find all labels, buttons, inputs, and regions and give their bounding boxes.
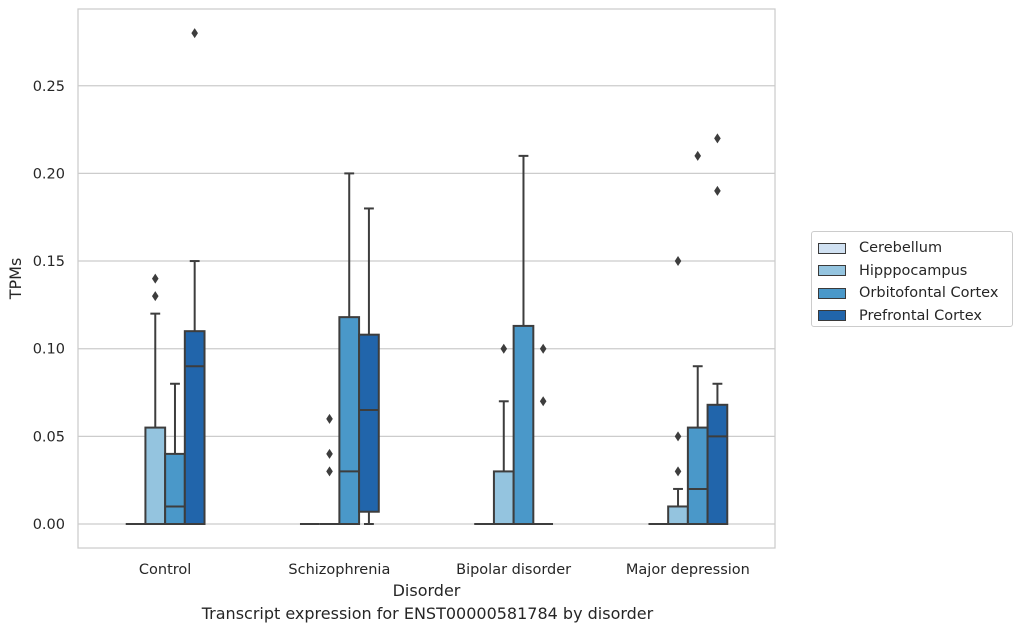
- outlier-point: [539, 396, 547, 407]
- outlier-point: [714, 185, 721, 196]
- x-tick-labels: Control Schizophrenia Bipolar disorder Majo…: [139, 562, 750, 578]
- x-axis-label: Disorder: [393, 581, 461, 600]
- box-orbitofontal-cortex: [338, 172, 361, 525]
- outlier-point: [191, 28, 198, 39]
- legend-item: Cerebellum: [818, 237, 1012, 260]
- legend-label: Prefrontal Cortex: [859, 307, 982, 324]
- box-body: [164, 452, 186, 526]
- outlier-point: [714, 133, 721, 144]
- outlier-point: [674, 256, 682, 267]
- outlier-point: [500, 343, 508, 354]
- outlier-point: [326, 413, 333, 424]
- box-orbitofontal-cortex: [686, 150, 709, 525]
- box-prefrontal-cortex: [533, 343, 554, 525]
- box-plot-series: [125, 28, 729, 526]
- x-tick-label: Control: [139, 562, 191, 578]
- outlier-point: [674, 431, 682, 442]
- y-tick-label: 0.05: [33, 429, 65, 445]
- box-prefrontal-cortex: [358, 207, 380, 525]
- box-prefrontal-cortex: [183, 28, 206, 526]
- y-axis-label: TPMs: [6, 258, 25, 301]
- legend-swatch: [818, 287, 846, 299]
- outlier-point: [326, 448, 333, 459]
- legend-label: Cerebellum: [859, 240, 943, 257]
- box-body: [512, 324, 535, 526]
- box-body: [492, 470, 515, 526]
- y-tick-label: 0.15: [33, 254, 65, 270]
- box-hipppocampus: [667, 256, 689, 526]
- box-orbitofontal-cortex: [512, 154, 535, 526]
- legend-swatch: [818, 265, 846, 277]
- outlier-point: [151, 273, 159, 284]
- legend-label: Orbitofontal Cortex: [859, 285, 999, 302]
- legend-item: Prefrontal Cortex: [818, 305, 1012, 328]
- y-tick-labels: 0.00 0.05 0.10 0.15 0.20 0.25: [33, 79, 65, 533]
- y-tick-label: 0.00: [33, 517, 65, 533]
- box-body: [358, 333, 380, 513]
- box-body: [183, 330, 206, 526]
- box-body: [706, 403, 729, 525]
- legend-swatch: [818, 242, 846, 254]
- box-body: [686, 426, 709, 525]
- y-tick-label: 0.10: [33, 342, 65, 358]
- box-body: [144, 426, 167, 525]
- box-body: [338, 316, 361, 525]
- y-tick-label: 0.25: [33, 79, 65, 95]
- y-tick-label: 0.20: [33, 166, 65, 182]
- outlier-point: [326, 466, 333, 477]
- legend-item: Orbitofontal Cortex: [818, 282, 1012, 305]
- legend-item: Hipppocampus: [818, 260, 1012, 283]
- x-tick-label: Major depression: [626, 562, 750, 578]
- chart-caption: Transcript expression for ENST0000058178…: [201, 604, 654, 623]
- legend-label: Hipppocampus: [859, 262, 968, 279]
- box-body: [667, 505, 689, 526]
- x-tick-label: Schizophrenia: [288, 562, 390, 578]
- x-tick-label: Bipolar disorder: [456, 562, 571, 578]
- outlier-point: [674, 466, 682, 477]
- outlier-point: [151, 291, 159, 302]
- outlier-point: [539, 343, 547, 354]
- legend: Cerebellum Hipppocampus Orbitofontal Cor…: [811, 231, 1013, 327]
- box-prefrontal-cortex: [706, 133, 729, 525]
- box-hipppocampus: [319, 413, 340, 525]
- outlier-point: [694, 150, 702, 161]
- box-hipppocampus: [492, 343, 515, 526]
- box-orbitofontal-cortex: [164, 382, 186, 526]
- box-hipppocampus: [144, 273, 167, 525]
- legend-swatch: [818, 310, 846, 322]
- plot-frame: [77, 8, 776, 549]
